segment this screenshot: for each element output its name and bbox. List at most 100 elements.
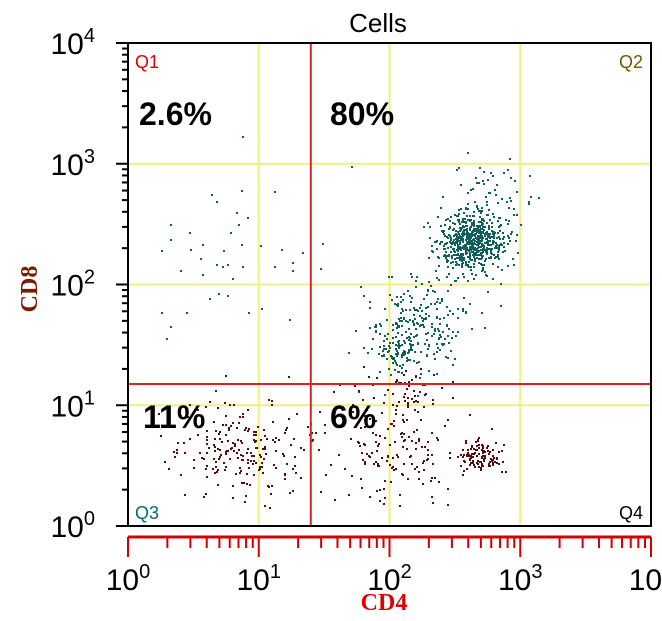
event-dot [478,447,480,449]
event-dot [260,456,262,458]
event-dot [274,191,276,193]
event-dot [427,332,429,334]
event-dot [448,273,450,275]
event-dot [469,249,471,251]
event-dot [476,455,478,457]
event-dot [375,324,377,326]
event-dot [402,414,404,416]
event-dot [213,458,215,460]
event-dot [483,264,485,266]
event-dot [487,233,489,235]
event-dot [432,403,434,405]
event-dot [397,371,399,373]
quadrant-labels: Q1 Q2 Q3 Q4 [135,52,643,523]
event-dot [469,229,471,231]
event-dot [401,432,403,434]
event-dot [406,357,408,359]
event-dot [373,463,375,465]
event-dot [240,440,242,442]
event-dot [338,454,340,456]
event-dot [261,308,263,310]
event-dot [454,244,456,246]
event-dot [481,228,483,230]
event-dot [472,246,474,248]
event-dot [423,406,425,408]
event-dot [253,439,255,441]
event-dot [413,323,415,325]
event-dot [284,473,286,475]
event-dot [415,448,417,450]
event-dot [463,454,465,456]
event-dot [465,442,467,444]
event-dot [214,450,216,452]
event-dot [282,453,284,455]
event-dot [462,310,464,312]
event-dot [452,267,454,269]
event-dot [230,425,232,427]
event-dot [368,376,370,378]
event-dot [378,353,380,355]
event-dot [456,236,458,238]
event-dot [441,300,443,302]
event-dot [472,244,474,246]
event-dot [320,491,322,493]
event-dot [477,227,479,229]
event-dot [403,440,405,442]
event-dot [395,353,397,355]
event-dot [466,241,468,243]
x-tick-label: 104 [629,561,662,597]
event-dot [469,464,471,466]
event-dot [478,243,480,245]
event-dot [168,468,170,470]
event-dot [456,215,458,217]
event-dot [454,223,456,225]
event-dot [294,465,296,467]
event-dot [443,343,445,345]
event-dot [438,481,440,483]
event-dot [484,451,486,453]
event-dot [476,462,478,464]
event-dot [217,407,219,409]
event-dot [468,236,470,238]
event-dot [467,203,469,205]
event-dot [274,266,276,268]
event-dot [394,441,396,443]
event-dot [479,226,481,228]
event-dot [418,478,420,480]
event-dot [201,457,203,459]
event-dot [475,228,477,230]
event-dot [488,209,490,211]
population-cd4-cd8-intermediate [367,333,420,374]
event-dot [189,232,191,234]
event-dot [216,264,218,266]
event-dot [161,250,163,252]
event-dot [473,225,475,227]
event-dot [493,216,495,218]
event-dot [242,136,244,138]
event-dot [439,349,441,351]
event-dot [421,310,423,312]
event-dot [395,348,397,350]
event-dot [384,437,386,439]
event-dot [393,469,395,471]
event-dot [396,364,398,366]
chart-title: Cells [349,8,407,38]
event-dot [484,455,486,457]
x-tick-label: 103 [498,561,543,597]
event-dot [213,421,215,423]
event-dot [492,231,494,233]
event-dot [469,233,471,235]
event-dot [318,449,320,451]
event-dot [425,313,427,315]
event-dot [333,391,335,393]
event-dot [401,308,403,310]
event-dot [489,219,491,221]
event-dot [457,219,459,221]
event-dot [473,220,475,222]
event-dot [464,229,466,231]
event-dot [482,180,484,182]
event-dot [445,257,447,259]
event-dot [158,413,160,415]
event-dot [464,247,466,249]
event-dot [459,230,461,232]
